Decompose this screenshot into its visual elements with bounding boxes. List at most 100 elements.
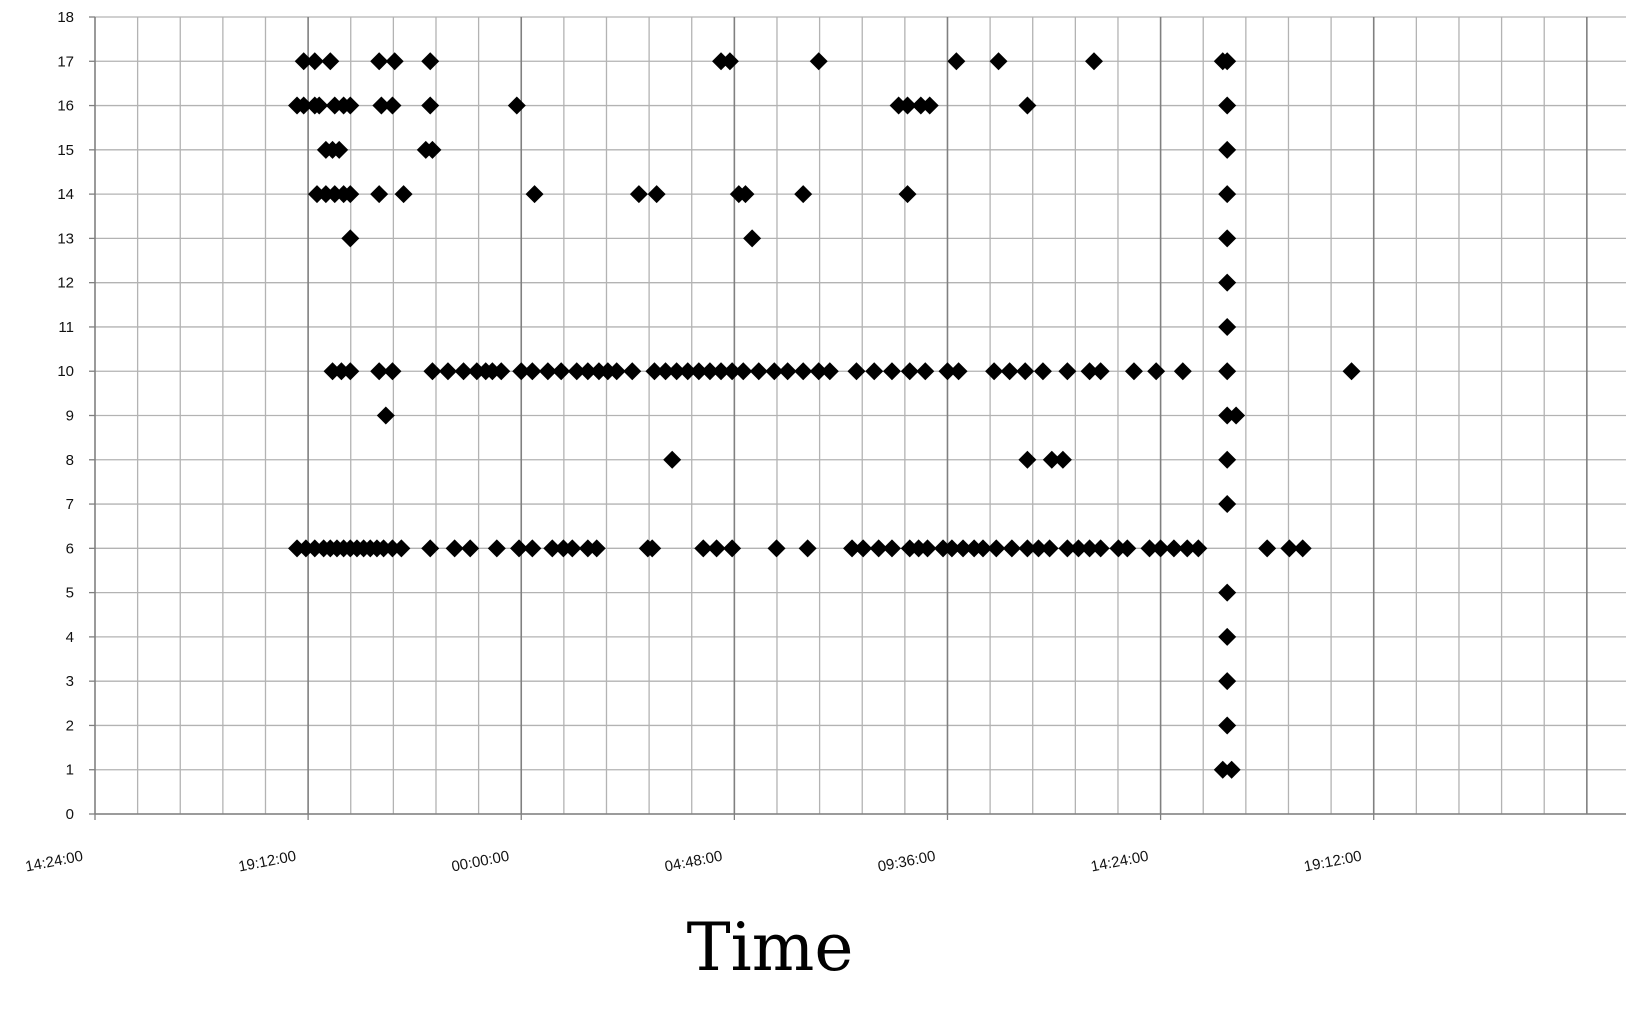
y-tick-label: 7	[66, 496, 74, 513]
data-point	[321, 52, 340, 71]
data-point	[743, 229, 762, 248]
data-point	[383, 96, 402, 115]
y-tick-label: 13	[57, 230, 74, 247]
data-point	[394, 185, 413, 204]
data-point	[723, 362, 742, 381]
data-point	[1218, 273, 1237, 292]
data-point	[734, 362, 753, 381]
data-point	[294, 52, 313, 71]
data-point	[1080, 362, 1099, 381]
data-point	[1258, 539, 1277, 558]
data-point	[1218, 96, 1237, 115]
data-point	[454, 362, 473, 381]
x-tick-label: 09:36:00	[876, 848, 937, 876]
data-point	[421, 539, 440, 558]
data-point	[492, 362, 511, 381]
data-point	[330, 140, 349, 159]
data-point	[341, 96, 360, 115]
data-point	[989, 52, 1008, 71]
y-tick-label: 17	[57, 53, 74, 70]
data-point	[421, 52, 440, 71]
data-point	[1189, 539, 1208, 558]
data-point	[1058, 362, 1077, 381]
data-point	[310, 96, 329, 115]
grid	[95, 16, 1626, 815]
y-tick-label: 15	[57, 142, 74, 159]
data-point	[794, 185, 813, 204]
data-point	[538, 362, 557, 381]
data-point	[689, 362, 708, 381]
data-point	[607, 362, 626, 381]
data-point	[749, 362, 768, 381]
data-point	[510, 539, 529, 558]
data-point	[623, 362, 642, 381]
y-tick-label: 4	[66, 629, 74, 646]
data-point	[1218, 583, 1237, 602]
y-tick-label: 11	[58, 319, 74, 336]
data-point	[778, 362, 797, 381]
y-tick-label: 9	[66, 408, 74, 425]
data-point	[461, 539, 480, 558]
y-tick-label: 12	[57, 275, 74, 292]
data-point	[1033, 362, 1052, 381]
data-point	[794, 362, 813, 381]
data-point	[1218, 495, 1237, 514]
data-point	[898, 185, 917, 204]
y-tick-label: 16	[57, 98, 74, 115]
x-tick-label: 00:00:00	[450, 848, 511, 876]
data-point	[1280, 539, 1299, 558]
data-point	[563, 539, 582, 558]
data-point	[720, 52, 739, 71]
data-point	[987, 539, 1006, 558]
data-point	[918, 539, 937, 558]
data-point	[1000, 362, 1019, 381]
data-point	[1342, 362, 1361, 381]
data-point	[765, 362, 784, 381]
data-point	[809, 362, 828, 381]
data-point	[900, 362, 919, 381]
data-point	[543, 539, 562, 558]
y-tick-label: 10	[57, 363, 74, 380]
data-point	[736, 185, 755, 204]
data-point	[1218, 140, 1237, 159]
data-point	[942, 539, 961, 558]
data-point	[898, 96, 917, 115]
x-tick-label: 04:48:00	[663, 848, 724, 876]
data-point	[1173, 362, 1192, 381]
data-point	[1058, 539, 1077, 558]
data-point	[305, 52, 324, 71]
data-point	[1227, 406, 1246, 425]
x-tick-label: 19:12:00	[1303, 848, 1364, 876]
data-point	[421, 96, 440, 115]
data-point	[341, 229, 360, 248]
x-tick-labels: 14:24:00 19:12:00 00:00:00 04:48:00 09:36:00…	[24, 848, 1363, 876]
y-tick-label: 1	[66, 762, 74, 779]
data-point	[1091, 362, 1110, 381]
data-point	[645, 362, 664, 381]
data-point	[663, 450, 682, 469]
data-point	[920, 96, 939, 115]
data-point	[1042, 450, 1061, 469]
data-point	[423, 362, 442, 381]
y-tick-label: 18	[57, 9, 74, 26]
data-point	[370, 185, 389, 204]
data-point	[383, 362, 402, 381]
data-point	[1040, 539, 1059, 558]
data-point	[707, 539, 726, 558]
data-point	[643, 539, 662, 558]
data-point	[847, 362, 866, 381]
x-tick-label: 19:12:00	[237, 848, 298, 876]
data-point	[525, 185, 544, 204]
data-point	[974, 539, 992, 558]
data-point	[1178, 539, 1197, 558]
data-point	[882, 362, 901, 381]
data-point	[1124, 362, 1143, 381]
data-point	[487, 539, 506, 558]
data-point	[854, 539, 873, 558]
data-point	[1018, 96, 1037, 115]
data-point	[1002, 539, 1021, 558]
data-point	[1218, 229, 1237, 248]
data-point	[1118, 539, 1137, 558]
